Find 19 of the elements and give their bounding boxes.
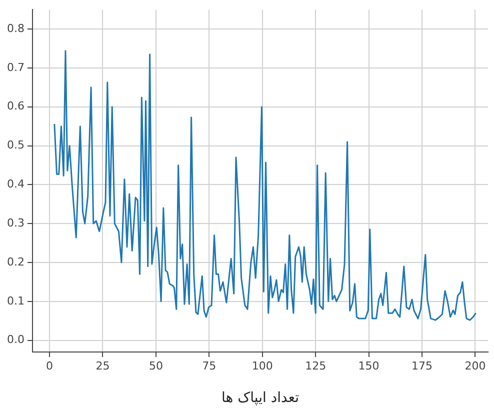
x-axis-title: تعداد ایپاک ها (222, 390, 300, 406)
x-tick-label: 200 (464, 359, 486, 372)
y-tick-label: 0.6 (6, 100, 24, 113)
x-tick-label: 175 (412, 359, 433, 372)
x-tick-label: 50 (148, 359, 163, 372)
y-tick-label: 0.2 (6, 255, 24, 268)
y-tick-label: 0.3 (6, 216, 24, 230)
y-tick-label: 0.4 (6, 178, 24, 191)
y-tick-label: 0.8 (6, 22, 24, 35)
y-tick-label: 0.1 (6, 294, 24, 308)
x-tick-label: 100 (252, 359, 273, 372)
y-tick-label: 0.5 (6, 138, 24, 152)
y-tick-label: 0.7 (6, 60, 24, 74)
x-tick-label: 75 (202, 359, 216, 372)
x-tick-label: 150 (358, 359, 380, 372)
x-tick-label: 125 (305, 359, 326, 372)
x-tick-label: 25 (96, 359, 110, 372)
x-tick-label: 0 (46, 359, 54, 372)
y-tick-label: 0.0 (6, 333, 24, 346)
